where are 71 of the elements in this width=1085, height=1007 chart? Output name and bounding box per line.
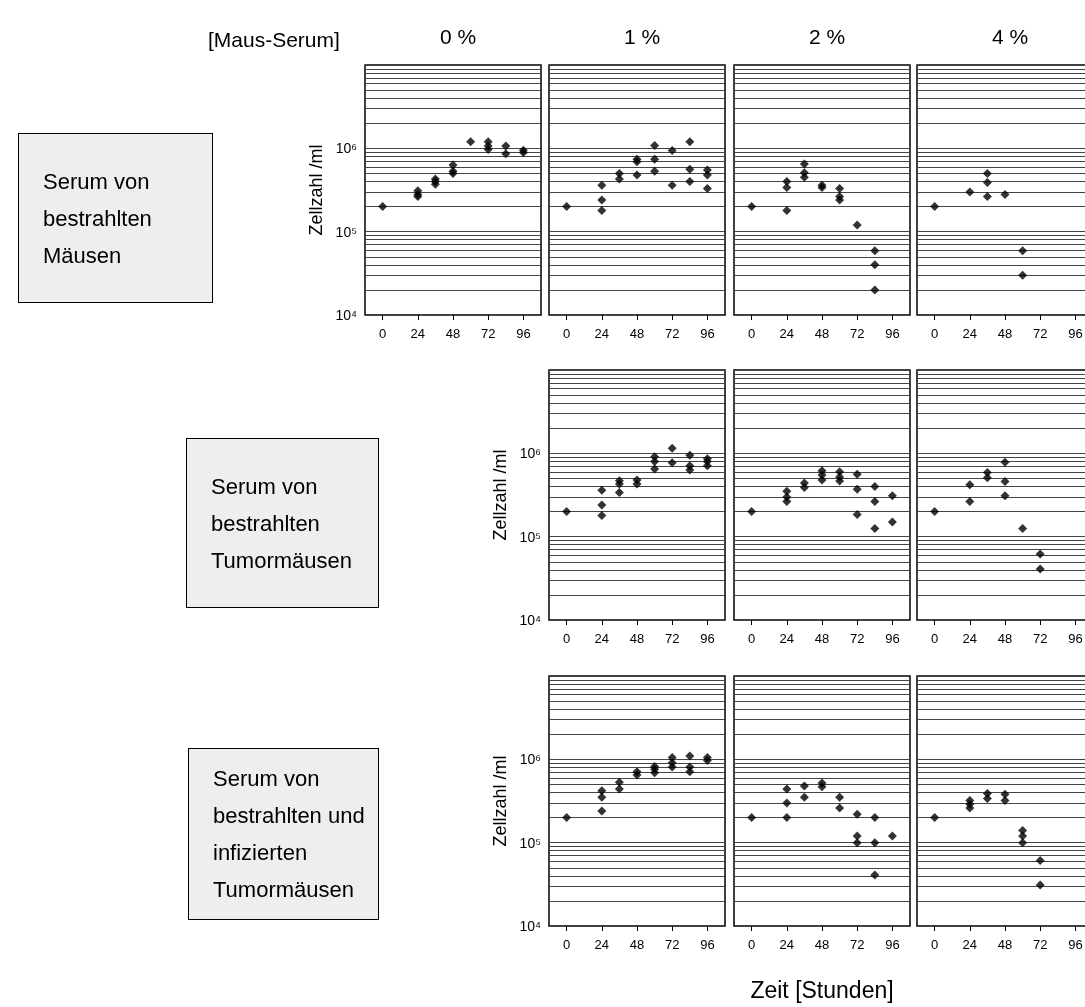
x-tick-label: 0 bbox=[747, 326, 756, 341]
x-tick-label: 0 bbox=[562, 631, 571, 646]
y-axis-title: Zellzahl /ml bbox=[305, 144, 326, 236]
x-tick-label: 72 bbox=[664, 326, 680, 341]
y-tick-label: 10⁴ bbox=[519, 612, 541, 628]
x-axis-title: Zeit [Stunden] bbox=[750, 976, 894, 1003]
x-tick-label: 72 bbox=[849, 326, 865, 341]
x-tick-label: 48 bbox=[814, 631, 830, 646]
x-tick-label: 0 bbox=[930, 937, 939, 952]
y-tick-label: 10⁵ bbox=[519, 528, 541, 545]
x-tick-label: 24 bbox=[594, 631, 610, 646]
x-tick-label: 96 bbox=[700, 937, 715, 952]
x-tick-label: 96 bbox=[885, 326, 900, 341]
x-tick-label: 24 bbox=[594, 326, 610, 341]
x-tick-label: 24 bbox=[962, 326, 978, 341]
x-tick-label: 72 bbox=[480, 326, 496, 341]
x-tick-label: 96 bbox=[1068, 326, 1083, 341]
x-tick-label: 72 bbox=[1032, 326, 1048, 341]
x-tick-label: 96 bbox=[885, 631, 900, 646]
x-tick-label: 48 bbox=[629, 326, 645, 341]
text: Serum von bestrahlten und infizierten Tumormäusen bbox=[213, 765, 366, 904]
y-tick-label: 10⁵ bbox=[335, 223, 357, 240]
x-tick-label: 24 bbox=[779, 326, 795, 341]
x-tick-label: 48 bbox=[997, 326, 1013, 341]
x-tick-label: 0 bbox=[930, 326, 939, 341]
x-tick-label: 96 bbox=[885, 937, 900, 952]
x-tick-label: 96 bbox=[700, 326, 715, 341]
y-axis-title: Zellzahl /ml bbox=[489, 755, 510, 847]
x-tick-label: 96 bbox=[1068, 631, 1083, 646]
chart-title: 4 % bbox=[991, 25, 1029, 48]
x-tick-label: 48 bbox=[445, 326, 461, 341]
text: [Maus-Serum] bbox=[208, 28, 340, 52]
x-tick-label: 72 bbox=[1032, 937, 1048, 952]
x-tick-label: 48 bbox=[629, 631, 645, 646]
x-tick-label: 72 bbox=[1032, 631, 1048, 646]
x-tick-label: 24 bbox=[410, 326, 426, 341]
x-tick-label: 0 bbox=[747, 631, 756, 646]
y-tick-label: 10⁴ bbox=[335, 307, 357, 323]
y-tick-label: 10⁵ bbox=[519, 834, 541, 851]
x-tick-label: 24 bbox=[962, 937, 978, 952]
x-tick-label: 24 bbox=[962, 631, 978, 646]
chart-title: 0 % bbox=[439, 25, 477, 48]
x-tick-label: 96 bbox=[1068, 937, 1083, 952]
y-axis-title: Zellzahl /ml bbox=[489, 449, 510, 541]
x-tick-label: 96 bbox=[516, 326, 531, 341]
x-tick-label: 0 bbox=[930, 631, 939, 646]
x-tick-label: 24 bbox=[779, 937, 795, 952]
x-tick-label: 72 bbox=[664, 937, 680, 952]
x-tick-label: 0 bbox=[378, 326, 387, 341]
chart-title: 1 % bbox=[623, 25, 661, 48]
x-tick-label: 48 bbox=[814, 937, 830, 952]
x-tick-label: 72 bbox=[849, 937, 865, 952]
y-tick-label: 10⁶ bbox=[335, 140, 357, 157]
x-tick-label: 0 bbox=[562, 937, 571, 952]
x-tick-label: 96 bbox=[700, 631, 715, 646]
x-tick-label: 48 bbox=[997, 631, 1013, 646]
text: Serum von bestrahlten Mäusen bbox=[43, 167, 153, 270]
x-tick-label: 0 bbox=[747, 937, 756, 952]
x-tick-label: 72 bbox=[664, 631, 680, 646]
x-tick-label: 72 bbox=[849, 631, 865, 646]
chart-title: 2 % bbox=[808, 25, 846, 48]
y-tick-label: 10⁶ bbox=[519, 751, 541, 768]
x-tick-label: 0 bbox=[562, 326, 571, 341]
x-tick-label: 24 bbox=[594, 937, 610, 952]
x-tick-label: 48 bbox=[629, 937, 645, 952]
x-tick-label: 24 bbox=[779, 631, 795, 646]
y-tick-label: 10⁴ bbox=[519, 918, 541, 934]
text: Serum von bestrahlten Tumormäusen bbox=[211, 472, 353, 575]
x-tick-label: 48 bbox=[997, 937, 1013, 952]
y-tick-label: 10⁶ bbox=[519, 445, 541, 462]
x-tick-label: 48 bbox=[814, 326, 830, 341]
